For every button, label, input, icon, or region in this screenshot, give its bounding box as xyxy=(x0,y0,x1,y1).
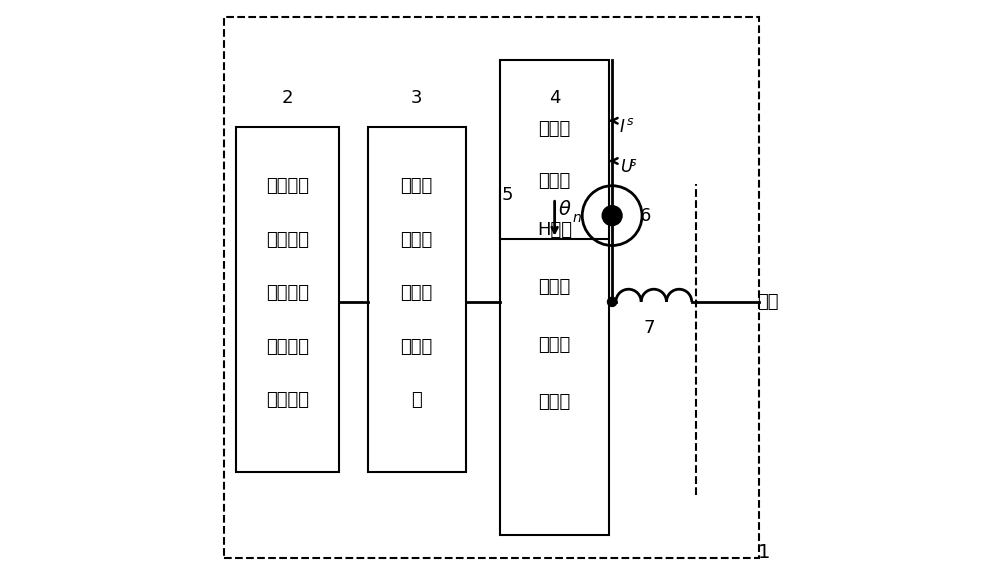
Text: 含储能: 含储能 xyxy=(400,177,433,196)
Text: 升压电: 升压电 xyxy=(400,338,433,356)
Text: n: n xyxy=(572,212,581,225)
Text: 并网控: 并网控 xyxy=(538,120,571,139)
Text: 波链式: 波链式 xyxy=(538,278,571,297)
Text: 7: 7 xyxy=(644,319,655,337)
Text: s: s xyxy=(630,156,636,168)
Text: 4: 4 xyxy=(549,89,560,107)
Text: 电网: 电网 xyxy=(757,293,778,311)
Text: 级联并: 级联并 xyxy=(538,336,571,354)
Text: 升压电路: 升压电路 xyxy=(266,391,309,409)
FancyBboxPatch shape xyxy=(368,126,466,472)
Text: θ: θ xyxy=(558,200,570,220)
FancyBboxPatch shape xyxy=(500,60,609,239)
FancyBboxPatch shape xyxy=(500,190,609,535)
Text: 步整流: 步整流 xyxy=(400,284,433,302)
Text: 压微源汲: 压微源汲 xyxy=(266,284,309,302)
Text: 路: 路 xyxy=(411,391,422,409)
Text: 1: 1 xyxy=(758,542,771,562)
Text: s: s xyxy=(626,116,633,128)
Text: 2: 2 xyxy=(282,89,293,107)
Text: 池板超低: 池板超低 xyxy=(266,231,309,249)
Text: 取硅单元: 取硅单元 xyxy=(266,338,309,356)
Circle shape xyxy=(603,206,622,225)
Text: H桥叠: H桥叠 xyxy=(537,221,572,239)
Text: 制单元: 制单元 xyxy=(538,172,571,190)
Text: 6: 6 xyxy=(640,206,651,225)
Text: 低压同: 低压同 xyxy=(400,231,433,249)
Text: 5: 5 xyxy=(502,186,513,205)
Text: 太阳能电: 太阳能电 xyxy=(266,177,309,196)
FancyBboxPatch shape xyxy=(236,126,339,472)
Circle shape xyxy=(608,297,617,306)
Text: U: U xyxy=(620,158,632,176)
FancyBboxPatch shape xyxy=(224,17,759,558)
Text: 网电路: 网电路 xyxy=(538,393,571,412)
Text: I: I xyxy=(620,117,624,136)
Text: 3: 3 xyxy=(411,89,422,107)
